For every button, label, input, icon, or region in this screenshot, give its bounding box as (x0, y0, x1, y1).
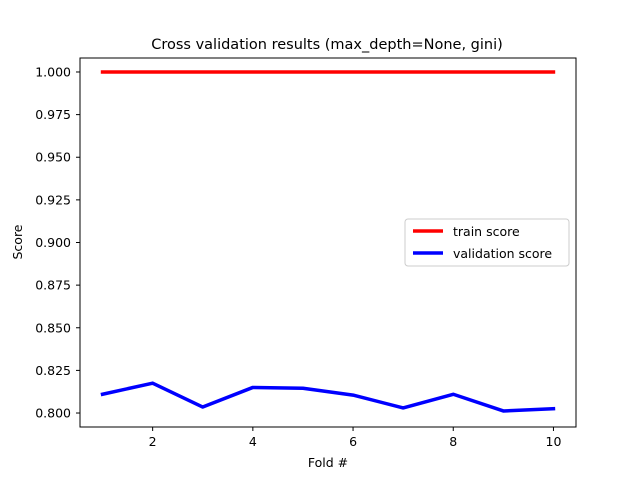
y-tick-label: 0.825 (35, 363, 71, 378)
x-axis-ticks: 2 4 6 8 10 (149, 427, 562, 449)
y-tick-label: 0.975 (35, 107, 71, 122)
x-tick-label: 8 (449, 434, 457, 449)
legend-label-validation-score: validation score (453, 246, 552, 261)
x-tick-label: 10 (546, 434, 562, 449)
y-axis-ticks: 0.800 0.825 0.850 0.875 0.900 0.925 0.950 0.975… (35, 64, 80, 421)
chart-title: Cross validation results (max_depth=None… (151, 37, 503, 53)
y-tick-label: 0.875 (35, 278, 71, 293)
x-tick-label: 4 (249, 434, 257, 449)
x-tick-label: 2 (149, 434, 157, 449)
series-layer (100, 70, 556, 413)
legend-box (404, 218, 570, 267)
y-tick-label: 1.000 (35, 64, 71, 79)
y-tick-label: 0.800 (35, 406, 71, 421)
legend-label-train-score: train score (453, 224, 520, 239)
series-line-validation-score (100, 381, 556, 413)
x-axis-label: Fold # (308, 455, 348, 470)
y-axis-label: Score (10, 224, 25, 259)
y-tick-label: 0.950 (35, 150, 71, 165)
y-tick-label: 0.900 (35, 235, 71, 250)
x-tick-label: 6 (349, 434, 357, 449)
plot-frame (79, 57, 577, 428)
legend: train score validation score (404, 218, 570, 267)
y-tick-label: 0.850 (35, 320, 71, 335)
y-tick-label: 0.925 (35, 192, 71, 207)
